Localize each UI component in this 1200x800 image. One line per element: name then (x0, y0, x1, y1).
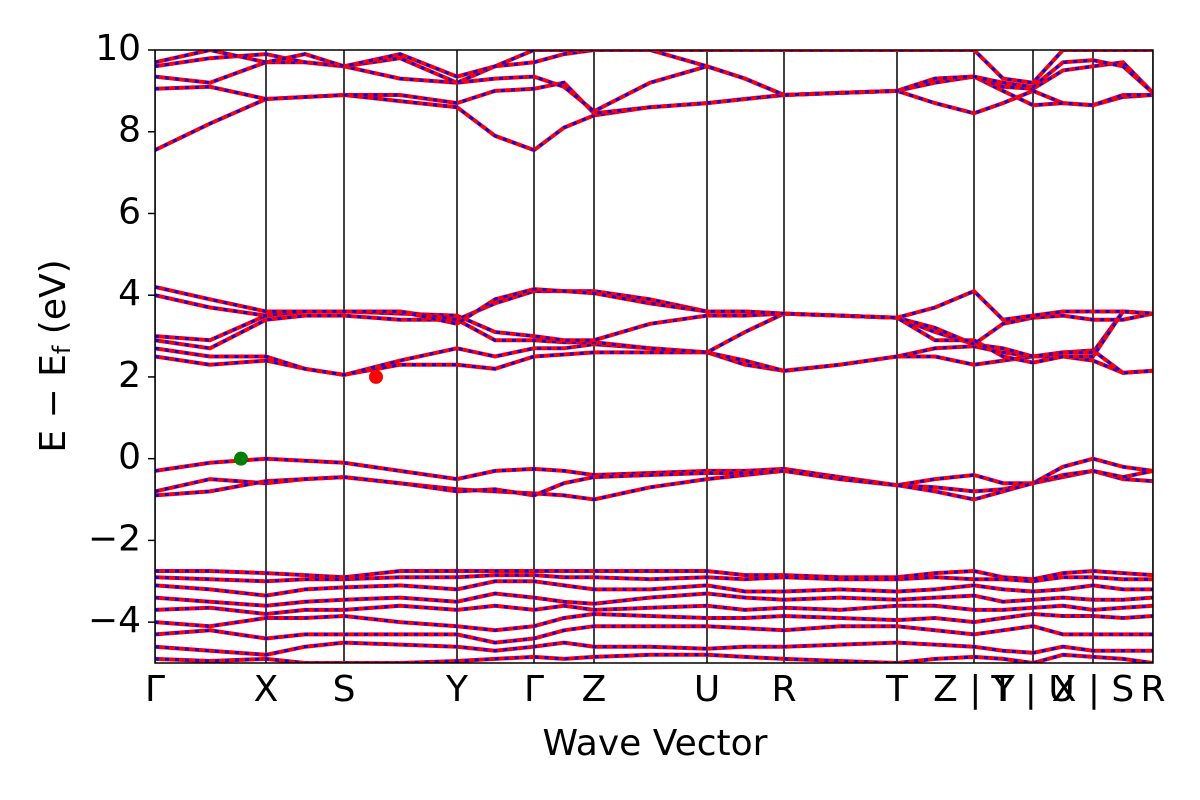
x-tick-label: R (771, 669, 796, 710)
band-dash (155, 604, 1153, 616)
x-tick-label: R (1140, 669, 1165, 710)
band-dash (155, 653, 1153, 663)
x-tick-label: Y (445, 669, 469, 710)
band-dash (155, 641, 1153, 657)
band (155, 88, 1153, 153)
band-dash (155, 569, 1153, 581)
x-tick-label: U (694, 669, 720, 710)
extremum-point (369, 369, 383, 384)
y-tick-label: −4 (88, 600, 141, 641)
band-dash (155, 624, 1153, 645)
y-label-main: E − E (33, 354, 74, 453)
plot-area (155, 50, 1153, 663)
band-dash (155, 75, 1153, 115)
y-tick-label: 10 (95, 28, 141, 69)
y-tick-label: 4 (118, 273, 141, 314)
band (155, 652, 1153, 663)
band-dash (155, 612, 1153, 632)
extremum-point (234, 451, 248, 466)
band-dash (155, 469, 1153, 502)
y-label-sub: f (48, 345, 76, 354)
band-dash (155, 579, 1153, 598)
y-tick-label: 8 (118, 110, 141, 151)
y-tick-label: 6 (118, 191, 141, 232)
band-dash (155, 573, 1153, 583)
band-dash (155, 312, 1153, 354)
x-tick-label: X | S (1052, 669, 1135, 710)
x-tick-label: Z (582, 669, 607, 710)
y-tick-label: −2 (88, 518, 141, 559)
band-dash (155, 285, 1153, 365)
band (155, 50, 1153, 85)
y-tick-label: 0 (118, 437, 141, 478)
band-dash (155, 591, 1153, 608)
x-axis-label: Wave Vector (543, 723, 768, 764)
x-tick-label: X (254, 669, 279, 710)
band (155, 591, 1153, 608)
x-tick-label: Γ (524, 669, 544, 710)
x-tick-label: T | U (990, 669, 1074, 710)
y-tick-label: 2 (118, 355, 141, 396)
band-dash (155, 89, 1153, 152)
x-tick-label: S (333, 669, 356, 710)
axes-frame (154, 49, 1154, 664)
x-tick-label: Γ (145, 669, 165, 710)
x-tick-label: Z | Y (933, 669, 1016, 710)
x-tick-label: T (885, 669, 909, 710)
y-axis-label: E − Ef (eV) (33, 259, 76, 452)
y-label-unit: (eV) (33, 259, 74, 345)
